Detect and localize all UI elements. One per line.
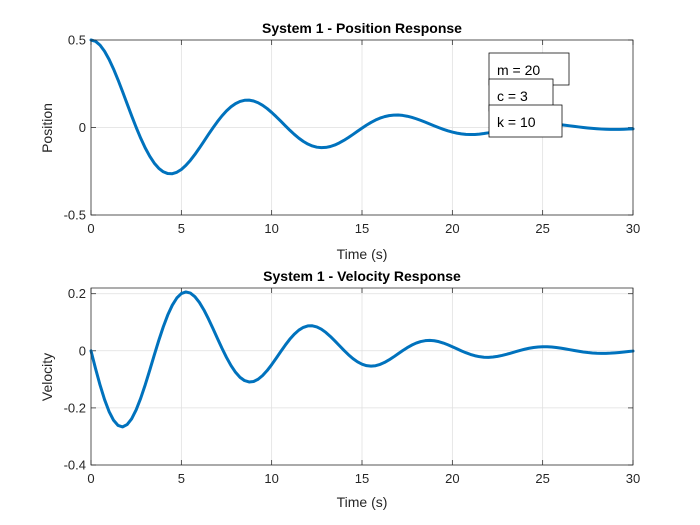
position-y-tick-label: 0.5 xyxy=(68,33,86,48)
position-y-axis-label: Position xyxy=(39,103,55,153)
position-x-tick-label: 15 xyxy=(355,221,369,236)
velocity-x-tick-label: 20 xyxy=(445,471,459,486)
velocity-grid xyxy=(90,288,634,466)
annotation-k: k = 10 xyxy=(488,104,563,138)
velocity-axes-frame xyxy=(90,287,634,466)
position-y-tick-label: 0 xyxy=(79,120,86,135)
annotation-k-box xyxy=(488,104,563,138)
velocity-y-tick-label: -0.2 xyxy=(64,400,86,415)
annotation-c-text: c = 3 xyxy=(497,88,528,104)
velocity-x-tick-label: 5 xyxy=(178,471,185,486)
velocity-ticks: 0 5 10 15 20 25 30 -0.4 -0.2 0 0.2 xyxy=(64,286,641,486)
position-ticks: 0 5 10 15 20 25 30-0.500.5 xyxy=(64,33,641,237)
position-x-tick-label: 0 xyxy=(87,221,94,236)
velocity-y-tick-label: -0.4 xyxy=(64,458,86,473)
velocity-x-tick-label: 15 xyxy=(355,471,369,486)
position-x-tick-label: 30 xyxy=(626,221,640,236)
position-x-tick-label: 20 xyxy=(445,221,459,236)
position-y-tick-label: -0.5 xyxy=(64,208,86,223)
annotation-k-text: k = 10 xyxy=(497,114,536,130)
velocity-x-tick-label: 10 xyxy=(264,471,278,486)
position-axes-frame xyxy=(90,39,634,216)
velocity-chart-title: System 1 - Velocity Response xyxy=(263,268,461,284)
position-x-tick-label: 10 xyxy=(264,221,278,236)
velocity-x-tick-label: 0 xyxy=(87,471,94,486)
velocity-x-axis-label: Time (s) xyxy=(337,494,388,510)
velocity-axes: System 1 - Velocity Response Time (s) Ve… xyxy=(39,268,640,510)
annotation-m-text: m = 20 xyxy=(497,62,540,78)
velocity-series-line xyxy=(89,290,635,429)
position-x-tick-label: 5 xyxy=(178,221,185,236)
velocity-y-tick-label: 0 xyxy=(79,343,86,358)
velocity-y-tick-label: 0.2 xyxy=(68,286,86,301)
velocity-x-tick-label: 25 xyxy=(535,471,549,486)
velocity-y-axis-label: Velocity xyxy=(39,353,55,401)
position-chart-title: System 1 - Position Response xyxy=(262,20,462,36)
position-axes: System 1 - Position Response Time (s) Po… xyxy=(39,20,640,262)
velocity-x-tick-label: 30 xyxy=(626,471,640,486)
position-x-axis-label: Time (s) xyxy=(337,246,388,262)
position-x-tick-label: 25 xyxy=(535,221,549,236)
